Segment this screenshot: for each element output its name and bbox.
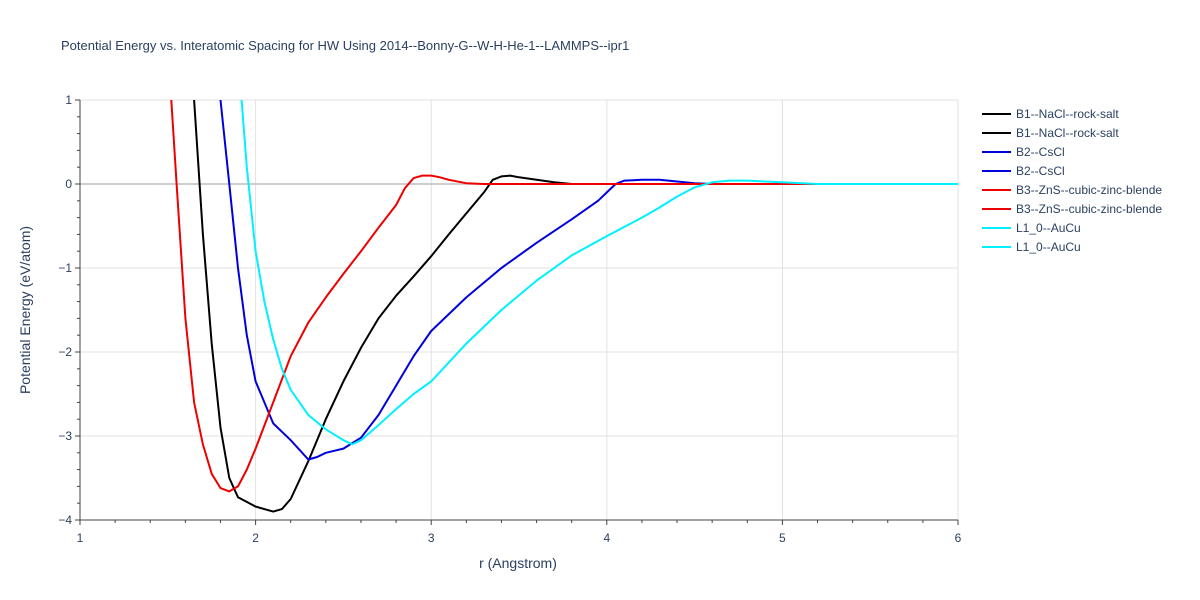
- x-axis-title: r (Angstrom): [479, 555, 557, 571]
- x-tick-label: 2: [252, 531, 259, 545]
- chart-title: Potential Energy vs. Interatomic Spacing…: [61, 38, 629, 53]
- y-tick-label: 0: [65, 177, 72, 191]
- legend-label: B1--NaCl--rock-salt: [1016, 107, 1119, 121]
- legend-label: B1--NaCl--rock-salt: [1016, 126, 1119, 140]
- x-tick-label: 1: [77, 531, 84, 545]
- legend-item[interactable]: B1--NaCl--rock-salt: [982, 107, 1119, 121]
- legend-label: B2--CsCl: [1016, 145, 1065, 159]
- series-group: [170, 100, 958, 513]
- legend-item[interactable]: L1_0--AuCu: [982, 221, 1081, 235]
- legend-item[interactable]: B3--ZnS--cubic-zinc-blende: [982, 183, 1162, 197]
- legend-item[interactable]: L1_0--AuCu: [982, 240, 1081, 254]
- legend: B1--NaCl--rock-salt B1--NaCl--rock-salt B2…: [982, 107, 1162, 254]
- y-tick-label: 1: [65, 93, 72, 107]
- series-line-0: [193, 100, 958, 513]
- legend-label: L1_0--AuCu: [1016, 240, 1081, 254]
- legend-label: B3--ZnS--cubic-zinc-blende: [1016, 183, 1162, 197]
- y-tick-label: −2: [58, 345, 72, 359]
- x-tick-label: 6: [955, 531, 962, 545]
- legend-item[interactable]: B2--CsCl: [982, 145, 1065, 159]
- x-tick-label: 5: [779, 531, 786, 545]
- y-tick-label: −4: [58, 513, 72, 527]
- grid: [80, 99, 959, 520]
- series-line-2: [219, 100, 958, 461]
- x-tick-label: 3: [428, 531, 435, 545]
- series-line-6: [240, 100, 958, 446]
- y-tick-label: −1: [58, 261, 72, 275]
- series-line-4: [170, 100, 958, 493]
- legend-label: B3--ZnS--cubic-zinc-blende: [1016, 202, 1162, 216]
- legend-label: L1_0--AuCu: [1016, 221, 1081, 235]
- legend-item[interactable]: B2--CsCl: [982, 164, 1065, 178]
- legend-item[interactable]: B3--ZnS--cubic-zinc-blende: [982, 202, 1162, 216]
- x-tick-label: 4: [603, 531, 610, 545]
- legend-label: B2--CsCl: [1016, 164, 1065, 178]
- axes: 1 2 3 4 5 6 −4 −3 −2 −1 0 1: [58, 93, 961, 545]
- legend-item[interactable]: B1--NaCl--rock-salt: [982, 126, 1119, 140]
- y-axis-title: Potential Energy (eV/atom): [17, 226, 33, 394]
- y-tick-label: −3: [58, 429, 72, 443]
